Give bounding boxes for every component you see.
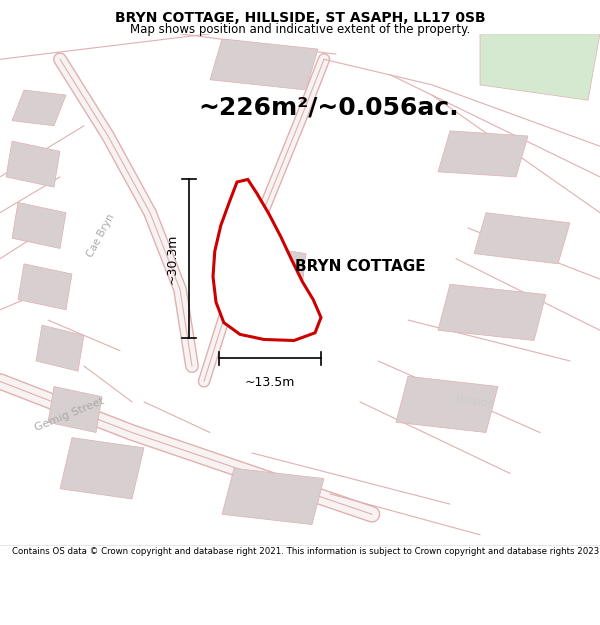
Polygon shape [12,90,66,126]
Polygon shape [222,468,324,524]
Polygon shape [210,39,318,90]
Polygon shape [213,179,321,341]
Text: Hillside: Hillside [265,278,293,316]
Polygon shape [60,438,144,499]
Text: Map shows position and indicative extent of the property.: Map shows position and indicative extent… [130,23,470,36]
Polygon shape [438,284,546,341]
Polygon shape [36,325,84,371]
Polygon shape [6,141,60,187]
Polygon shape [12,202,66,249]
Polygon shape [18,264,72,310]
Polygon shape [234,243,306,305]
Text: ~226m²/~0.056ac.: ~226m²/~0.056ac. [198,96,458,120]
Polygon shape [480,34,600,100]
Text: Cae Bryn: Cae Bryn [85,213,116,259]
Text: ~13.5m: ~13.5m [245,376,295,389]
Text: Gemig Street: Gemig Street [33,396,105,433]
Text: BRYN COTTAGE, HILLSIDE, ST ASAPH, LL17 0SB: BRYN COTTAGE, HILLSIDE, ST ASAPH, LL17 0… [115,11,485,24]
Text: ~30.3m: ~30.3m [165,234,178,284]
Polygon shape [396,376,498,432]
Polygon shape [474,213,570,264]
Text: BRYN COTTAGE: BRYN COTTAGE [295,259,425,274]
Polygon shape [438,131,528,177]
Text: Contains OS data © Crown copyright and database right 2021. This information is : Contains OS data © Crown copyright and d… [12,548,600,556]
Polygon shape [48,386,102,432]
Text: Hillside: Hillside [454,394,494,409]
